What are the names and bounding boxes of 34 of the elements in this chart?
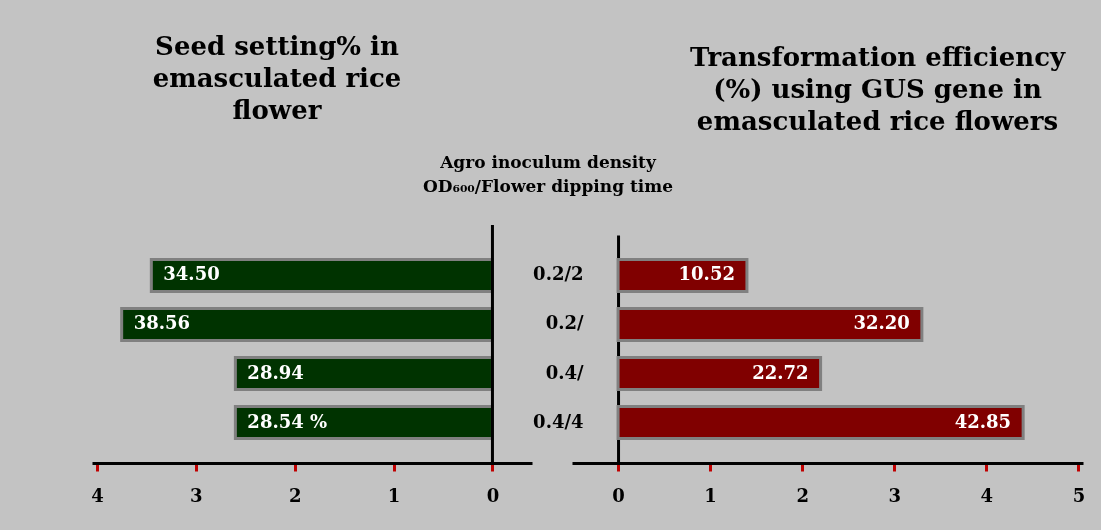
chart-title: Seed setting% in emasculated rice flower bbox=[152, 30, 402, 125]
annotation: 38.56 bbox=[133, 312, 191, 334]
x-tick-label: 1 bbox=[704, 484, 717, 506]
x-tick-label: 3 bbox=[190, 484, 203, 506]
bar bbox=[616, 405, 1025, 440]
annotation: 10.52 bbox=[678, 263, 735, 285]
annotation: 42.85 bbox=[954, 410, 1012, 432]
annotation: 32.20 bbox=[853, 312, 910, 334]
annotation: 34.50 bbox=[163, 263, 220, 285]
annotation: 28.54 % bbox=[247, 410, 328, 432]
x-tick-label: 1 bbox=[387, 484, 401, 506]
x-tick-label: 3 bbox=[888, 484, 902, 506]
annotation: 22.72 bbox=[752, 361, 809, 383]
x-tick-label: 5 bbox=[1072, 484, 1086, 506]
bar bbox=[616, 307, 924, 342]
text: Agro inoculum density OD₆₀₀/Flower dipping time bbox=[422, 152, 674, 196]
x-tick-label: 4 bbox=[91, 484, 104, 506]
y-tick-label: 0.2/ bbox=[545, 312, 584, 334]
x-tick-label: 2 bbox=[288, 484, 302, 506]
bar bbox=[120, 307, 494, 342]
x-tick-label: 2 bbox=[796, 484, 809, 506]
bar bbox=[149, 258, 494, 293]
x-tick-label: 0 bbox=[612, 484, 625, 506]
bar bbox=[616, 258, 749, 293]
bar bbox=[233, 356, 494, 391]
bar bbox=[616, 356, 823, 391]
chart-title: Transformation efficiency (%) using GUS gene in emasculated rice flowers bbox=[689, 42, 1066, 136]
y-tick-label: 0.4/4 bbox=[533, 410, 584, 432]
annotation: 28.94 bbox=[247, 361, 304, 383]
y-tick-label: 0.4/ bbox=[545, 361, 584, 383]
x-tick-label: 0 bbox=[486, 484, 500, 506]
x-tick-label: 4 bbox=[980, 484, 994, 506]
y-tick-label: 0.2/2 bbox=[533, 263, 584, 285]
bar bbox=[233, 405, 494, 440]
